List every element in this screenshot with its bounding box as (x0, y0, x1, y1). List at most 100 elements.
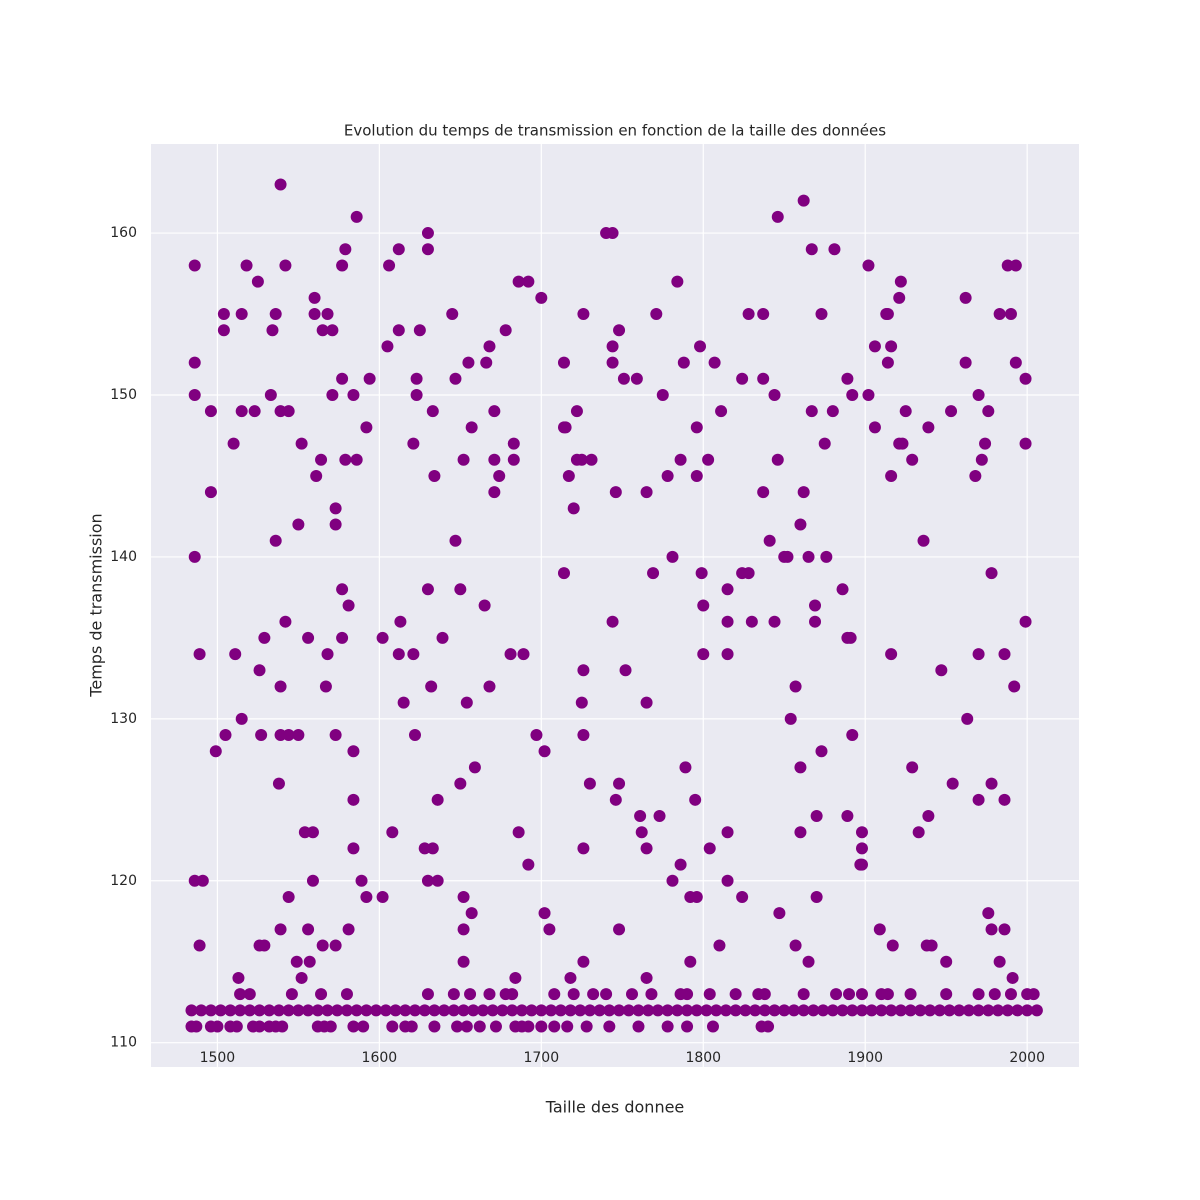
point (493, 469, 506, 482)
point (269, 534, 282, 547)
point (483, 988, 496, 1001)
point (211, 1020, 224, 1033)
point (729, 988, 742, 1001)
point (381, 340, 394, 353)
point (577, 308, 590, 321)
point (399, 1004, 412, 1017)
plot-area (151, 144, 1079, 1067)
point (465, 907, 478, 920)
point (512, 826, 525, 839)
point (868, 421, 881, 434)
point (321, 308, 334, 321)
point (548, 1020, 561, 1033)
point (350, 453, 363, 466)
point (535, 291, 548, 304)
point (679, 761, 692, 774)
point (626, 988, 639, 1001)
point (554, 1004, 567, 1017)
point (214, 1004, 227, 1017)
point (405, 1020, 418, 1033)
point (347, 1020, 360, 1033)
point (959, 356, 972, 369)
point (408, 729, 421, 742)
point (447, 1004, 460, 1017)
point (992, 1004, 1005, 1017)
point (290, 955, 303, 968)
x-tick-label: 1700 (523, 1050, 559, 1066)
point (574, 1004, 587, 1017)
point (922, 810, 935, 823)
point (340, 1004, 353, 1017)
point (438, 1004, 451, 1017)
point (841, 810, 854, 823)
point (410, 372, 423, 385)
point (465, 421, 478, 434)
point (721, 615, 734, 628)
point (695, 567, 708, 580)
point (392, 324, 405, 337)
point (564, 1004, 577, 1017)
point (506, 1004, 519, 1017)
point (235, 405, 248, 418)
point (311, 1004, 324, 1017)
point (763, 534, 776, 547)
point (914, 1004, 927, 1017)
point (302, 631, 315, 644)
point (736, 372, 749, 385)
point (488, 453, 501, 466)
point (1019, 615, 1032, 628)
point (703, 988, 716, 1001)
point (830, 988, 843, 1001)
point (585, 453, 598, 466)
point (721, 826, 734, 839)
point (700, 1004, 713, 1017)
point (379, 1004, 392, 1017)
point (188, 550, 201, 563)
point (666, 550, 679, 563)
point (342, 923, 355, 936)
point (457, 890, 470, 903)
point (805, 405, 818, 418)
point (457, 923, 470, 936)
point (483, 340, 496, 353)
point (258, 939, 271, 952)
point (768, 615, 781, 628)
point (295, 437, 308, 450)
y-tick-label: 140 (110, 549, 137, 565)
point (632, 1004, 645, 1017)
point (389, 1004, 402, 1017)
point (787, 1004, 800, 1017)
point (757, 308, 770, 321)
point (376, 631, 389, 644)
point (778, 1004, 791, 1017)
point (757, 486, 770, 499)
point (674, 453, 687, 466)
point (234, 988, 247, 1001)
point (350, 1004, 363, 1017)
point (653, 810, 666, 823)
point (661, 1020, 674, 1033)
point (885, 1004, 898, 1017)
point (781, 550, 794, 563)
point (512, 275, 525, 288)
point (407, 437, 420, 450)
point (708, 356, 721, 369)
point (315, 988, 328, 1001)
point (421, 243, 434, 256)
point (894, 1004, 907, 1017)
point (517, 648, 530, 661)
x-tick-label: 1500 (200, 1050, 236, 1066)
point (383, 259, 396, 272)
point (600, 988, 613, 1001)
point (640, 971, 653, 984)
point (645, 988, 658, 1001)
point (846, 729, 859, 742)
point (557, 567, 570, 580)
point (661, 469, 674, 482)
point (279, 615, 292, 628)
point (229, 648, 242, 661)
point (224, 1004, 237, 1017)
point (634, 810, 647, 823)
point (522, 275, 535, 288)
point (263, 1004, 276, 1017)
